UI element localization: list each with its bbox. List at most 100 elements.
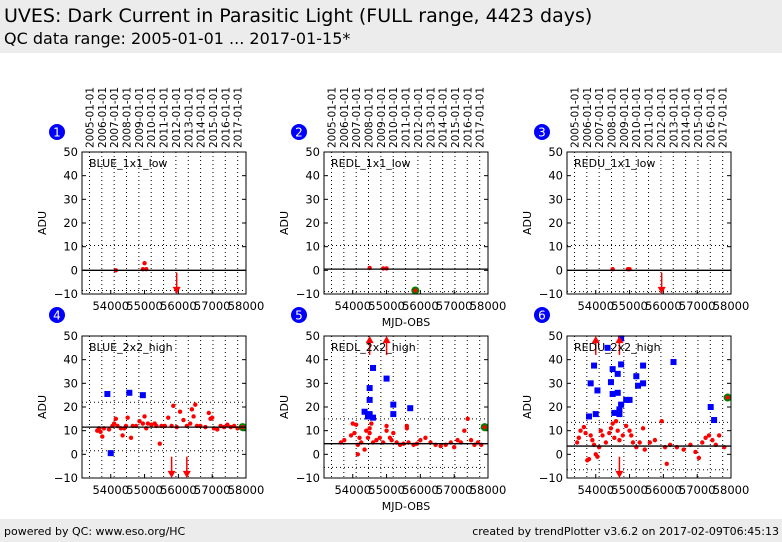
data-point bbox=[352, 430, 357, 436]
data-point bbox=[583, 430, 588, 436]
panel-label: REDU_2x2_high bbox=[574, 341, 661, 354]
year-tick-label: 2015-01-01 bbox=[693, 87, 705, 148]
arrow-up-icon bbox=[365, 336, 374, 344]
y-axis-label: ADU bbox=[521, 395, 534, 419]
outlier-point bbox=[623, 396, 630, 403]
data-point bbox=[652, 437, 658, 443]
data-point bbox=[362, 447, 367, 452]
data-point bbox=[177, 409, 183, 414]
data-point bbox=[462, 428, 467, 433]
data-point bbox=[438, 443, 443, 449]
data-point bbox=[607, 430, 612, 436]
y-tick-label: 30 bbox=[548, 192, 563, 206]
data-point bbox=[647, 440, 653, 445]
data-point bbox=[357, 435, 362, 440]
arrow-down-icon bbox=[615, 470, 624, 478]
data-point bbox=[125, 415, 130, 420]
data-point bbox=[608, 426, 614, 431]
outlier-point bbox=[591, 362, 598, 369]
data-point bbox=[384, 266, 389, 271]
year-tick-label: 2016-01-01 bbox=[462, 87, 474, 148]
data-point bbox=[369, 421, 374, 426]
arrow-up-icon bbox=[382, 336, 391, 344]
data-point bbox=[423, 435, 428, 440]
y-tick-label: −10 bbox=[296, 287, 320, 301]
outlier-point bbox=[618, 401, 625, 408]
footer: powered by QC: www.eso.org/HC created by… bbox=[0, 519, 782, 542]
year-tick-label: 2010-01-01 bbox=[388, 87, 400, 148]
x-tick-label: 54000 bbox=[577, 299, 614, 313]
panel-number-badge bbox=[534, 124, 550, 140]
data-point bbox=[630, 440, 636, 445]
y-tick-label: 30 bbox=[305, 376, 320, 390]
data-point bbox=[365, 435, 371, 440]
year-tick-label: 2007-01-01 bbox=[109, 87, 121, 148]
y-tick-label: 20 bbox=[548, 216, 563, 230]
footer-powered-by: powered by QC: www.eso.org/HC bbox=[4, 525, 186, 538]
data-point bbox=[612, 435, 617, 440]
y-tick-label: −10 bbox=[54, 287, 78, 301]
x-tick-label: 57000 bbox=[194, 483, 231, 497]
plot-frame bbox=[323, 335, 489, 479]
year-tick-label: 2015-01-01 bbox=[450, 87, 462, 148]
last-point bbox=[482, 425, 487, 430]
outlier-point bbox=[633, 373, 640, 380]
outlier-point bbox=[635, 382, 642, 389]
outlier-point bbox=[616, 411, 623, 418]
panel-number: 4 bbox=[53, 309, 61, 323]
data-point bbox=[681, 447, 686, 452]
y-tick-label: 0 bbox=[556, 263, 563, 277]
outlier-point bbox=[711, 417, 718, 424]
y-axis-label: ADU bbox=[278, 395, 291, 419]
data-point bbox=[664, 461, 669, 466]
outlier-point bbox=[139, 392, 146, 399]
plot-frame bbox=[566, 151, 732, 295]
data-point bbox=[696, 455, 702, 461]
y-tick-label: 10 bbox=[305, 240, 320, 254]
y-axis-label: ADU bbox=[36, 211, 49, 235]
year-tick-label: 2016-01-01 bbox=[220, 87, 232, 148]
year-tick-label: 2007-01-01 bbox=[351, 87, 363, 148]
data-point bbox=[603, 440, 609, 445]
x-tick-label: 55000 bbox=[611, 483, 648, 497]
panel-label: REDU_1x1_low bbox=[574, 157, 655, 170]
x-tick-label: 58000 bbox=[470, 483, 507, 497]
y-tick-label: 10 bbox=[548, 240, 563, 254]
data-point bbox=[355, 452, 361, 457]
y-tick-label: 40 bbox=[548, 353, 563, 367]
outlier-point bbox=[609, 366, 616, 373]
outlier-point bbox=[618, 335, 625, 342]
year-tick-label: 2015-01-01 bbox=[208, 87, 220, 148]
footer-created-by: created by trendPlotter v3.6.2 on 2017-0… bbox=[472, 525, 779, 538]
plot-frame bbox=[566, 335, 732, 479]
year-tick-label: 2011-01-01 bbox=[644, 87, 656, 148]
panel-number-badge bbox=[291, 124, 307, 140]
y-tick-label: 10 bbox=[63, 424, 78, 438]
x-tick-label: 55000 bbox=[126, 483, 163, 497]
year-tick-label: 2010-01-01 bbox=[631, 87, 643, 148]
data-point bbox=[586, 456, 592, 462]
last-point bbox=[413, 288, 418, 293]
x-tick-label: 56000 bbox=[402, 483, 439, 497]
data-point bbox=[166, 415, 171, 420]
panel-number: 5 bbox=[295, 309, 303, 323]
data-point bbox=[642, 447, 647, 452]
y-tick-label: −10 bbox=[54, 471, 78, 485]
y-tick-label: −10 bbox=[539, 471, 563, 485]
data-point bbox=[716, 433, 722, 438]
data-point bbox=[209, 415, 215, 420]
data-point bbox=[627, 428, 632, 433]
data-point bbox=[640, 426, 646, 431]
y-tick-label: 50 bbox=[305, 329, 320, 343]
y-tick-label: 0 bbox=[71, 263, 78, 277]
data-point bbox=[377, 435, 382, 440]
y-tick-label: 20 bbox=[548, 400, 563, 414]
data-point bbox=[113, 416, 119, 422]
data-point bbox=[137, 419, 142, 424]
y-axis-label: ADU bbox=[36, 395, 49, 419]
page-subtitle: QC data range: 2005-01-01 ... 2017-01-15… bbox=[4, 29, 351, 48]
year-tick-label: 2012-01-01 bbox=[171, 87, 183, 148]
data-point bbox=[465, 416, 470, 422]
